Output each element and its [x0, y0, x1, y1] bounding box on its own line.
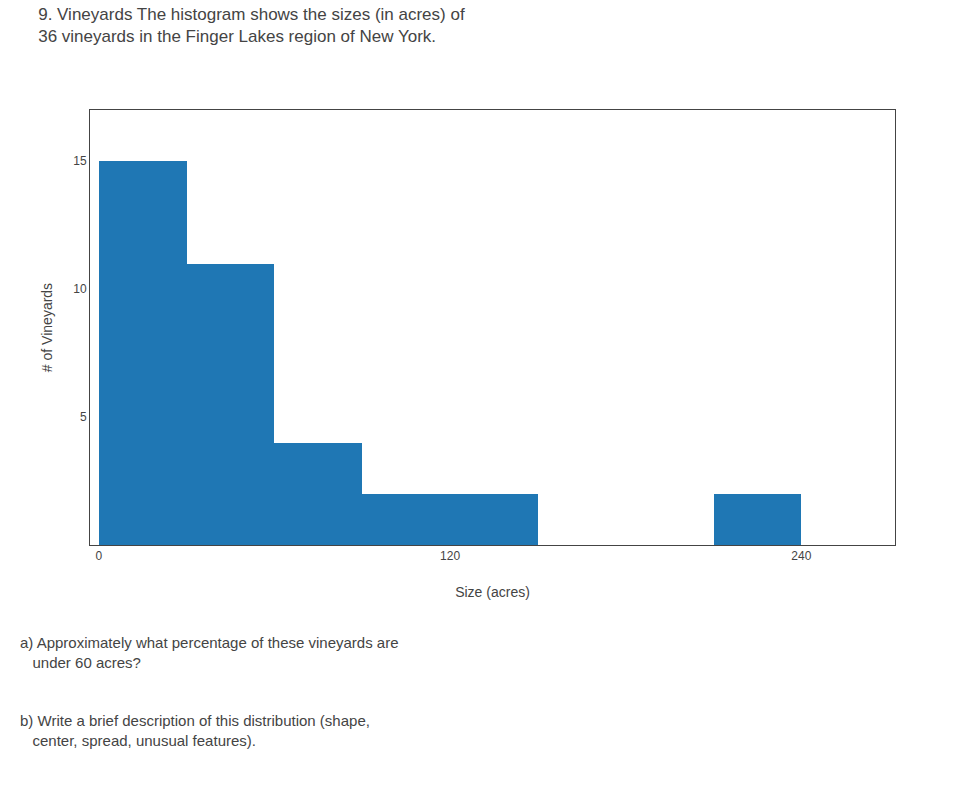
svg-text:# of Vineyards: # of Vineyards	[39, 283, 55, 372]
svg-text:120: 120	[440, 549, 460, 563]
svg-text:15: 15	[73, 154, 87, 168]
svg-text:5: 5	[80, 410, 87, 424]
svg-text:a) Approximately what percenta: a) Approximately what percentage of thes…	[20, 634, 399, 671]
svg-text:10: 10	[73, 282, 87, 296]
svg-text:Size (acres): Size (acres)	[455, 584, 530, 600]
svg-text:240: 240	[791, 549, 811, 563]
svg-text:b) Write a brief description o: b) Write a brief description of this dis…	[20, 712, 370, 749]
svg-text:0: 0	[95, 549, 102, 563]
svg-text:9. Vineyards The histogram sho: 9. Vineyards The histogram shows the siz…	[38, 5, 465, 46]
